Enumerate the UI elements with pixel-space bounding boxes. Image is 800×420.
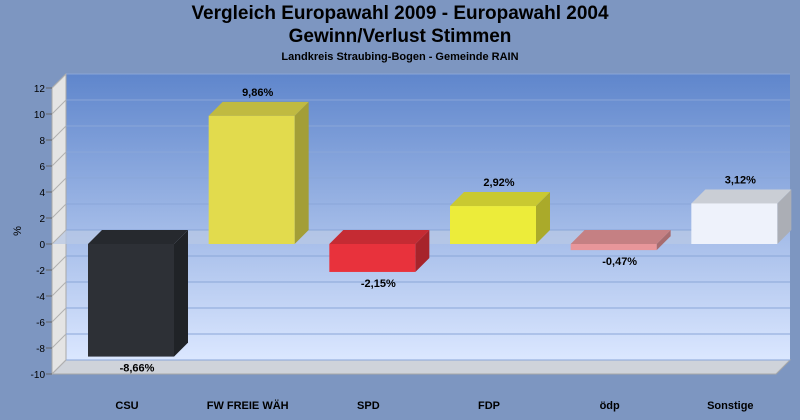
- gridline-side: [51, 151, 67, 167]
- data-label: 3,12%: [725, 174, 756, 186]
- gridline-side: [51, 255, 67, 271]
- bar-ödp: [570, 230, 671, 251]
- y-tick-label: 12: [34, 84, 46, 95]
- data-label: 2,92%: [483, 177, 514, 189]
- bar-side: [415, 230, 430, 272]
- x-tick-label: Sonstige: [707, 400, 753, 412]
- bar-side: [536, 192, 550, 244]
- bar-front: [88, 244, 174, 357]
- y-tick-label: 4: [39, 188, 45, 199]
- gridline-side: [51, 229, 67, 245]
- y-tick-label: -2: [36, 266, 45, 277]
- y-tick-label: 2: [39, 214, 45, 225]
- data-label: -8,66%: [120, 363, 155, 375]
- gridline-side: [51, 99, 67, 115]
- bar-side: [174, 230, 188, 357]
- y-tick-label: -6: [36, 318, 45, 329]
- x-tick-label: FW FREIE WÄH: [207, 399, 289, 412]
- gridline-side: [51, 359, 67, 375]
- bar-top: [88, 230, 188, 244]
- bar-front: [329, 244, 416, 272]
- y-axis-label: %: [12, 226, 24, 236]
- x-tick-label: FDP: [478, 400, 500, 412]
- y-tick-label: -4: [36, 292, 45, 303]
- gridline-side: [51, 333, 67, 349]
- gridline-side: [51, 125, 67, 141]
- y-tick-label: 6: [39, 162, 45, 173]
- bar-front: [570, 244, 657, 251]
- y-tick-label: 0: [39, 240, 45, 251]
- bar-fdp: [450, 192, 550, 244]
- chart-subtitle: Gewinn/Verlust Stimmen: [288, 26, 512, 47]
- gridline-side: [51, 281, 67, 297]
- x-tick-label: ödp: [600, 400, 620, 412]
- bar-front: [450, 206, 536, 244]
- gridline-side: [51, 177, 67, 193]
- bar-top: [570, 230, 671, 244]
- gridline-side: [51, 73, 67, 89]
- bar-top: [450, 192, 550, 207]
- bar-top: [691, 189, 792, 204]
- bar-side: [294, 101, 309, 244]
- bar-front: [208, 115, 295, 244]
- plot-floor: [50, 359, 792, 375]
- gridline-side: [51, 307, 67, 323]
- chart-region-label: Landkreis Straubing-Bogen - Gemeinde RAI…: [281, 51, 519, 63]
- bar-fw-freie-wäh: [208, 101, 309, 244]
- y-tick-label: 10: [34, 110, 46, 121]
- bar-top: [329, 230, 430, 244]
- bar-sonstige: [691, 189, 792, 244]
- chart-title: Vergleich Europawahl 2009 - Europawahl 2…: [191, 3, 609, 24]
- plot-side-wall: [51, 72, 67, 376]
- bar-csu: [88, 230, 188, 357]
- bar-spd: [329, 230, 430, 272]
- y-tick-label: -10: [31, 370, 46, 381]
- x-tick-label: SPD: [357, 400, 380, 412]
- x-tick-label: CSU: [115, 400, 138, 412]
- y-tick-label: -8: [36, 344, 45, 355]
- bar-side: [777, 189, 792, 244]
- data-label: -0,47%: [602, 256, 637, 268]
- data-label: -2,15%: [361, 278, 396, 290]
- gridline-side: [51, 203, 67, 219]
- chart-titles: Vergleich Europawahl 2009 - Europawahl 2…: [0, 2, 800, 65]
- bar-side: [656, 230, 671, 251]
- bar-top: [208, 101, 309, 116]
- data-label: 9,86%: [242, 87, 273, 99]
- y-tick-label: 8: [39, 136, 45, 147]
- bar-front: [691, 203, 778, 244]
